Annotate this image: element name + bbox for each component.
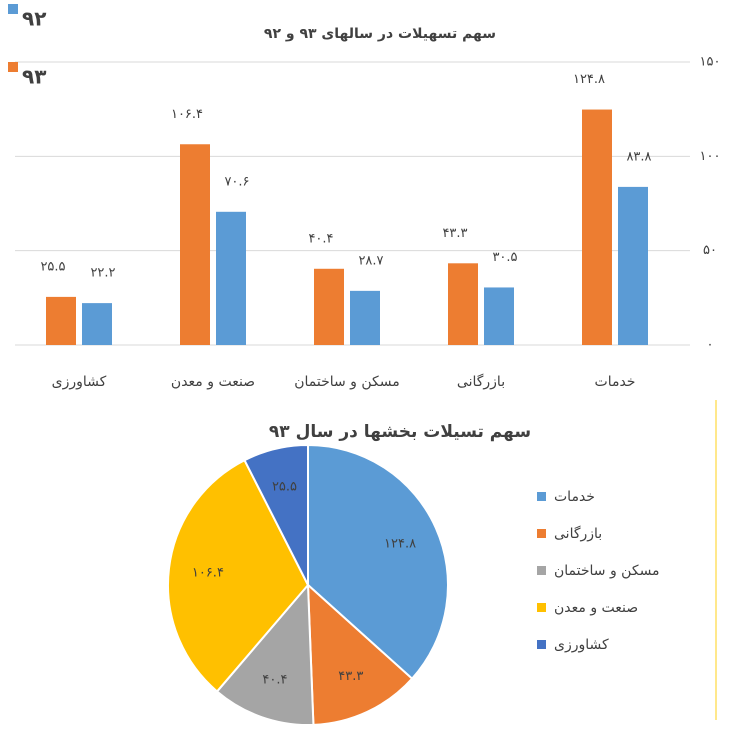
legend-swatch [8,4,18,14]
pie-slice [215,582,315,726]
data-label: ۱۰۶.۴ [171,107,203,122]
legend-label: ۹۳ [22,65,46,89]
bar [448,263,478,345]
data-label: ۲۵.۵ [272,479,297,494]
bar [216,211,246,345]
data-label: ۱۲۴.۸ [384,536,416,551]
data-label: ۲۸.۷ [358,253,383,268]
legend-swatch [537,603,546,612]
legend-label: خدمات [554,489,595,505]
data-label: ۴۰.۴ [262,673,287,688]
y-tick-label: ۵۰ [703,243,717,258]
bar [82,303,112,345]
legend-label: ۹۲ [22,7,46,31]
bar [46,296,76,345]
data-label: ۲۲.۲ [90,266,115,281]
legend-swatch [8,62,18,72]
data-label: ۴۳.۳ [338,669,363,684]
pie-slice [307,443,449,681]
chart-title: سهم تسهیلات در سالهای ۹۳ و ۹۲ [264,26,496,42]
bar [484,287,514,345]
y-tick-label: ۱۰۰ [700,149,721,164]
chart-title: سهم تسیلات بخشها در سال ۹۳ [269,422,531,442]
x-tick-label: کشاورزی [52,374,107,390]
legend-swatch [537,640,546,649]
data-label: ۲۵.۵ [40,259,65,274]
data-label: ۴۰.۴ [308,231,333,246]
bar [618,186,648,345]
bar [180,144,210,345]
y-tick-label: ۱۵۰ [700,55,721,70]
y-tick-label: ۰ [707,338,714,353]
legend-label: بازرگانی [554,525,602,542]
legend-swatch [537,566,546,575]
bar [582,109,612,345]
data-label: ۳۰.۵ [492,250,517,265]
data-label: ۷۰.۶ [224,174,249,189]
data-label: ۱۰۶.۴ [192,566,224,581]
x-tick-label: مسکن و ساختمان [294,374,400,390]
x-tick-label: بازرگانی [457,373,505,390]
legend-swatch [537,492,546,501]
data-label: ۴۳.۳ [442,226,467,241]
bar [314,268,344,345]
legend-label: صنعت و معدن [554,600,638,616]
x-tick-label: صنعت و معدن [171,374,255,390]
legend-label: کشاورزی [554,637,609,653]
data-label: ۱۲۴.۸ [573,72,605,87]
legend-swatch [537,529,546,538]
pie-slice [306,582,414,726]
bar [350,290,380,345]
data-label: ۸۳.۸ [626,149,651,164]
x-tick-label: خدمات [595,374,636,390]
legend-label: مسکن و ساختمان [554,563,660,579]
pie-slice [243,443,309,586]
